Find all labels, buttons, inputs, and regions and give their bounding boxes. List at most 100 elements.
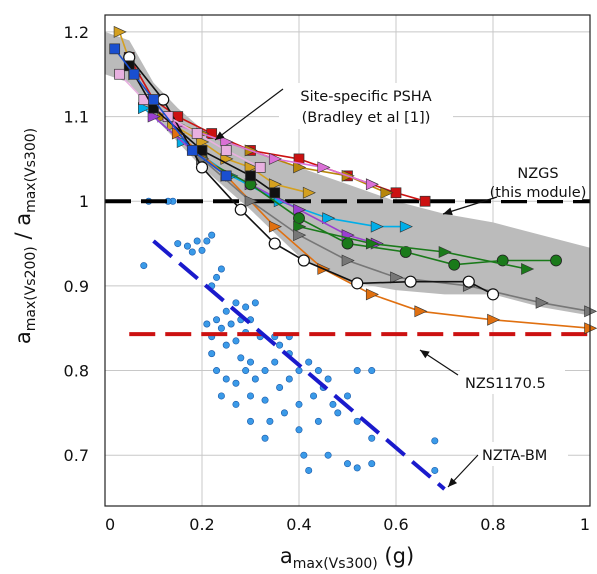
series-marker xyxy=(351,277,364,290)
nzgs-label-line-1: NZGS xyxy=(517,166,558,182)
scatter-point xyxy=(203,237,211,245)
scatter-point xyxy=(183,242,191,250)
series-marker xyxy=(462,275,475,288)
series-marker xyxy=(147,110,161,123)
reference-lines xyxy=(105,199,590,491)
series-marker xyxy=(195,161,209,174)
series-marker xyxy=(419,195,431,207)
series-marker xyxy=(109,43,121,55)
scatter-point xyxy=(174,240,182,248)
scatter-point xyxy=(334,409,342,417)
annotation-leader xyxy=(214,88,284,141)
series-marker xyxy=(448,258,461,271)
annotation-arrowhead xyxy=(443,207,453,216)
psha-band xyxy=(105,31,590,316)
series-marker xyxy=(114,68,125,80)
series-marker xyxy=(268,220,282,233)
series-marker xyxy=(196,136,210,148)
nzs-label-box xyxy=(460,370,565,394)
series-marker xyxy=(487,313,501,326)
series-marker xyxy=(297,254,310,267)
scatter-point xyxy=(295,426,303,434)
scatter-point xyxy=(247,358,255,366)
y-axis-label: amax(Vs200) / amax(Vs300) xyxy=(11,128,39,344)
scatter-point xyxy=(247,392,255,400)
nzta-bm-line xyxy=(152,239,446,491)
y-tick-label: 1 xyxy=(79,192,89,211)
scatter-point xyxy=(295,367,303,375)
scatter-point xyxy=(285,375,293,383)
series-marker xyxy=(365,237,379,250)
scatter-point xyxy=(251,375,259,383)
scatter-point xyxy=(261,367,269,375)
scatter-point xyxy=(368,460,376,468)
series-marker xyxy=(220,170,232,182)
scatter-point xyxy=(232,379,240,387)
series-line xyxy=(201,158,591,313)
series-marker xyxy=(414,305,428,318)
series-marker xyxy=(399,246,412,258)
scatter-point xyxy=(368,367,376,375)
x-tick-label: 0.4 xyxy=(286,515,311,534)
series-marker xyxy=(486,288,500,301)
series-marker xyxy=(302,186,316,199)
psha-label-box xyxy=(279,83,453,129)
scatter-point xyxy=(431,437,439,445)
scatter-point xyxy=(208,350,216,358)
scatter-point xyxy=(368,434,376,442)
scatter-point xyxy=(247,417,255,425)
scatter-point xyxy=(217,324,225,332)
annotation-arrowhead xyxy=(448,477,458,487)
series-marker xyxy=(293,220,307,233)
scatter-point xyxy=(208,231,216,239)
scatter-point xyxy=(329,400,337,408)
series-marker xyxy=(157,93,170,106)
scatter-point xyxy=(324,451,332,459)
scatter-point xyxy=(314,417,322,425)
series-marker xyxy=(268,178,282,191)
scatter-point xyxy=(242,303,250,311)
x-tick-label: 1 xyxy=(580,515,590,534)
y-tick-label: 1.1 xyxy=(64,108,89,127)
series-marker xyxy=(269,187,281,199)
scatter-point xyxy=(222,375,230,383)
scatter-point xyxy=(222,307,230,315)
scatter-point xyxy=(300,451,308,459)
series-marker xyxy=(244,161,258,174)
scatter-points xyxy=(140,197,439,474)
scatter-point xyxy=(305,358,313,366)
scatter-point xyxy=(213,367,221,375)
scatter-point xyxy=(310,392,318,400)
series-marker xyxy=(245,170,256,182)
scatter-point xyxy=(203,320,211,328)
series-marker xyxy=(244,195,258,208)
series-marker xyxy=(268,237,281,250)
scatter-point xyxy=(353,367,361,375)
nzta-label: NZTA-BM xyxy=(482,448,547,464)
series-marker xyxy=(317,161,331,174)
series-marker xyxy=(191,128,203,139)
x-axis-label: amax(Vs300) (g) xyxy=(280,544,414,572)
scatter-point xyxy=(222,341,230,349)
series-marker xyxy=(404,275,417,288)
y-tick-label: 0.8 xyxy=(64,362,89,381)
series-marker xyxy=(390,271,404,284)
x-tick-label: 0.6 xyxy=(383,515,408,534)
scatter-point xyxy=(280,409,288,417)
series-marker xyxy=(128,68,140,80)
series-line xyxy=(298,225,528,270)
series-marker xyxy=(196,145,208,156)
series-marker xyxy=(341,254,355,267)
scatter-point xyxy=(217,392,225,400)
plot-frame xyxy=(104,14,591,507)
scatter-point xyxy=(314,367,322,375)
series-marker xyxy=(370,220,384,233)
scatter-point xyxy=(237,354,245,362)
scatter-point xyxy=(232,337,240,345)
scatter-point xyxy=(261,396,269,404)
series-marker xyxy=(399,220,413,233)
scatter-point xyxy=(213,273,221,281)
annotation-arrowhead xyxy=(215,131,225,140)
scatter-point xyxy=(242,367,250,375)
